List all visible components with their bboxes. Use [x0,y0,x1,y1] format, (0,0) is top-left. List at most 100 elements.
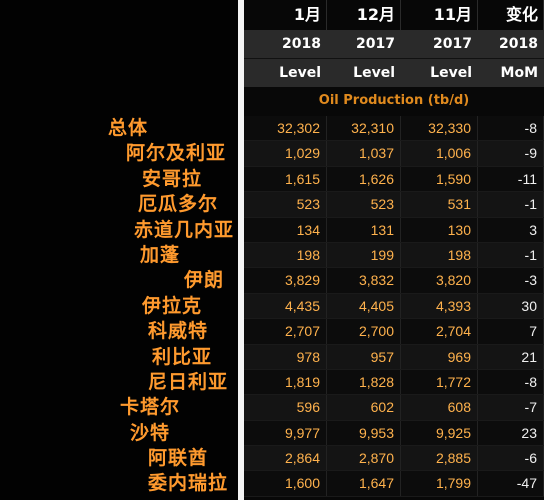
row-label: 科威特 [147,320,208,343]
cell-dec: 3,832 [327,268,401,293]
table-subtitle: Oil Production (tb/d) [318,93,470,108]
cell-change: -3 [478,268,544,293]
cell-jan: 32,302 [244,116,327,141]
cell-change: 7 [478,319,544,344]
cell-dec: 131 [327,217,401,242]
cell-change: 21 [478,344,544,369]
row-label: 安哥拉 [141,167,202,190]
cell-nov: 531 [401,192,478,217]
row-label: 尼日利亚 [147,370,228,393]
cell-change: -47 [478,471,544,496]
cell-nov: 9,925 [401,420,478,446]
cell-jan: 134 [244,217,327,242]
cell-change: -11 [478,166,544,192]
table-row[interactable]: 2,864 2,870 2,885 -6 [244,446,544,472]
header-month-nov[interactable]: 11月 [401,0,478,30]
cell-dec: 1,647 [327,471,401,496]
cell-dec: 9,953 [327,420,401,446]
cell-change: -8 [478,369,544,395]
cell-nov: 2,885 [401,446,478,471]
cell-change: 23 [478,420,544,446]
table-row[interactable]: 596 602 608 -7 [244,395,544,421]
table-row[interactable]: 978 957 969 21 [244,344,544,370]
cell-jan: 1,029 [244,141,327,166]
country-labels: 总体 阿尔及利亚 安哥拉 厄瓜多尔 赤道几内亚 加蓬 伊朗 伊拉克 科威特 利比… [0,116,238,497]
cell-nov: 130 [401,217,478,242]
header-month-dec[interactable]: 12月 [327,0,401,30]
header-row-measures: Level Level Level MoM [244,58,544,87]
cell-nov: 32,330 [401,116,478,141]
cell-jan: 9,977 [244,420,327,446]
cell-jan: 1,819 [244,369,327,395]
header-measure-nov: Level [401,59,478,87]
header-year-change: 2018 [478,30,544,58]
table-row[interactable]: 134 131 130 3 [244,217,544,243]
cell-change: -8 [478,116,544,141]
header-measure-dec: Level [327,59,401,87]
right-margin [544,0,550,500]
cell-jan: 1,600 [244,471,327,496]
cell-change: -6 [478,446,544,471]
table-row[interactable]: 1,600 1,647 1,799 -47 [244,471,544,497]
row-label: 总体 [107,117,148,139]
row-label: 卡塔尔 [119,396,180,419]
header-month-jan[interactable]: 1月 [244,0,327,30]
row-label: 伊拉克 [141,294,202,317]
cell-jan: 596 [244,395,327,420]
cell-dec: 1,626 [327,166,401,192]
cell-jan: 978 [244,344,327,369]
header-measure-change: MoM [478,59,544,87]
cell-jan: 198 [244,242,327,268]
table-row[interactable]: 4,435 4,405 4,393 30 [244,293,544,320]
row-label: 伊朗 [183,269,224,292]
cell-dec: 2,870 [327,446,401,471]
table-row[interactable]: 198 199 198 -1 [244,242,544,269]
cell-jan: 523 [244,192,327,217]
cell-dec: 602 [327,395,401,420]
table-row[interactable]: 1,615 1,626 1,590 -11 [244,166,544,193]
table-row[interactable]: 2,707 2,700 2,704 7 [244,319,544,345]
header-year-jan: 2018 [244,30,327,58]
cell-nov: 198 [401,242,478,268]
cell-jan: 1,615 [244,166,327,192]
header-row-months: 1月 12月 11月 变化 [244,0,544,30]
row-label: 利比亚 [151,345,212,368]
cell-jan: 2,707 [244,319,327,344]
cell-change: 3 [478,217,544,242]
country-label-panel [0,0,238,500]
cell-nov: 1,006 [401,141,478,166]
row-label: 加蓬 [139,243,180,266]
cell-nov: 608 [401,395,478,420]
table-row[interactable]: 1,029 1,037 1,006 -9 [244,141,544,167]
cell-dec: 1,037 [327,141,401,166]
cell-nov: 4,393 [401,293,478,319]
cell-nov: 1,799 [401,471,478,496]
cell-change: -1 [478,192,544,217]
table-row[interactable]: 32,302 32,310 32,330 -8 [244,116,544,142]
cell-nov: 1,772 [401,369,478,395]
cell-nov: 969 [401,344,478,369]
row-label: 阿联酋 [147,447,208,470]
header-year-dec: 2017 [327,30,401,58]
row-label: 赤道几内亚 [133,218,234,241]
header-change[interactable]: 变化 [478,0,544,30]
table-row[interactable]: 1,819 1,828 1,772 -8 [244,369,544,396]
header-year-nov: 2017 [401,30,478,58]
row-label: 委内瑞拉 [147,472,228,495]
row-label: 厄瓜多尔 [137,193,218,216]
header-measure-jan: Level [244,59,327,87]
table-row[interactable]: 523 523 531 -1 [244,192,544,218]
cell-jan: 2,864 [244,446,327,471]
cell-change: -9 [478,141,544,166]
cell-change: -7 [478,395,544,420]
row-label: 沙特 [129,421,170,444]
data-rows: 32,302 32,310 32,330 -8 1,029 1,037 1,00… [244,116,544,497]
cell-change: -1 [478,242,544,268]
cell-dec: 199 [327,242,401,268]
cell-dec: 32,310 [327,116,401,141]
cell-dec: 2,700 [327,319,401,344]
table-row[interactable]: 9,977 9,953 9,925 23 [244,420,544,447]
cell-dec: 4,405 [327,293,401,319]
table-row[interactable]: 3,829 3,832 3,820 -3 [244,268,544,294]
row-label: 阿尔及利亚 [125,142,226,165]
